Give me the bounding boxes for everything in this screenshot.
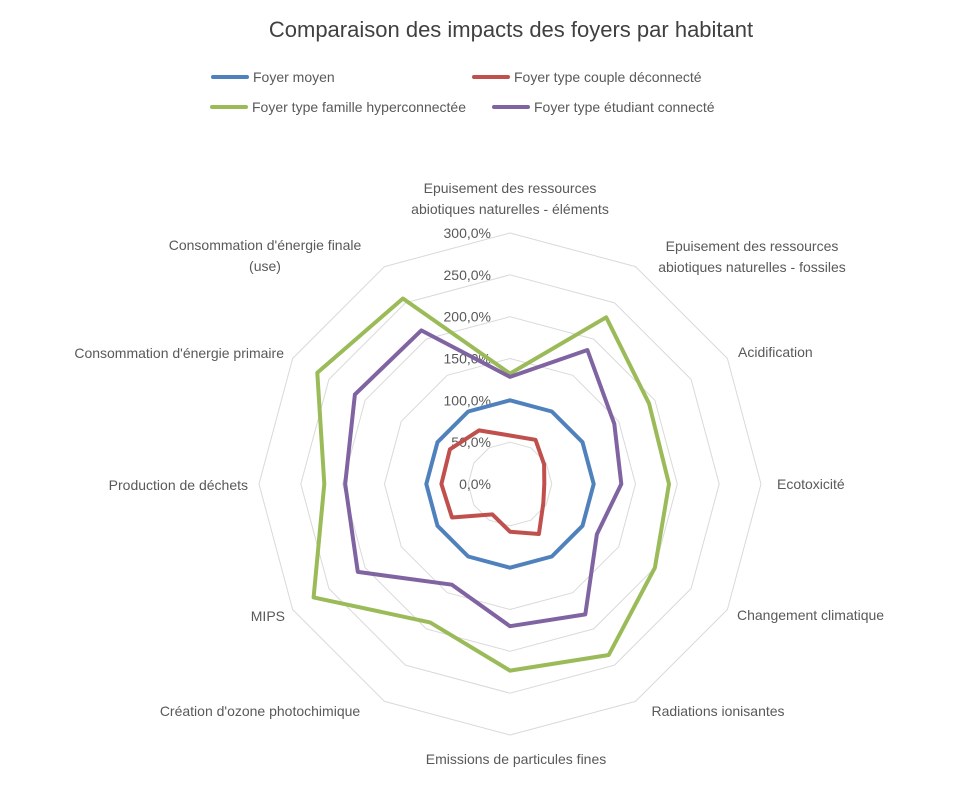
radial-tick-label-3000: 300,0%	[444, 225, 491, 241]
chart-title: Comparaison des impacts des foyers par h…	[268, 17, 754, 42]
category-label-4: Changement climatique	[737, 607, 884, 623]
legend-swatch-foyer-moyen	[211, 75, 249, 79]
category-label-8: MIPS	[251, 608, 285, 624]
grid-ring-300	[258, 232, 762, 736]
legend-item-etudiant-connecte: Foyer type étudiant connecté	[492, 99, 715, 115]
grid-ring-200	[342, 316, 678, 652]
series-line-foyer-type-couple-d-connect-	[439, 428, 547, 536]
grid-ring-250	[300, 274, 720, 694]
legend-item-couple-deconnecte: Foyer type couple déconnecté	[472, 69, 702, 85]
legend-item-famille-hyperconnectee: Foyer type famille hyperconnectée	[210, 99, 466, 115]
legend-label: Foyer type couple déconnecté	[514, 69, 702, 85]
category-label-1: Epuisement des ressources abiotiques natu…	[658, 238, 846, 275]
radial-tick-label-500: 50,0%	[451, 434, 491, 450]
category-label-0: Epuisement des ressources abiotiques natu…	[411, 180, 609, 217]
legend-swatch-famille-hyperconnectee	[210, 105, 248, 109]
radial-tick-label-2500: 250,0%	[444, 267, 491, 283]
category-label-6: Emissions de particules fines	[426, 751, 607, 767]
legend-label: Foyer type étudiant connecté	[534, 99, 715, 115]
category-label-5: Radiations ionisantes	[651, 703, 784, 719]
legend-swatch-couple-deconnecte	[472, 75, 510, 79]
legend-label: Foyer moyen	[253, 69, 335, 85]
category-label-9: Production de déchets	[109, 477, 248, 493]
category-label-2: Acidification	[738, 344, 813, 360]
radial-tick-label-1000: 100,0%	[444, 392, 491, 408]
category-label-7: Création d'ozone photochimique	[160, 703, 361, 719]
legend-swatch-etudiant-connecte	[492, 105, 530, 109]
series-line-foyer-type-tudiant-connect-	[343, 328, 624, 629]
legend-item-foyer-moyen: Foyer moyen	[211, 69, 335, 85]
category-label-10: Consommation d'énergie primaire	[74, 345, 284, 361]
legend-label: Foyer type famille hyperconnectée	[252, 99, 466, 115]
radial-tick-label-00: 0,0%	[459, 476, 491, 492]
series-line-foyer-moyen	[424, 398, 596, 570]
category-label-11: Consommation d'énergie finale (use)	[169, 237, 362, 274]
grid-ring-150	[384, 358, 636, 610]
series-line-foyer-type-famille-hyperconnect-e	[311, 296, 671, 673]
grid-ring-100	[425, 399, 595, 569]
radial-tick-label-2000: 200,0%	[444, 309, 491, 325]
category-label-3: Ecotoxicité	[777, 476, 845, 492]
grid-ring-50	[467, 441, 553, 527]
